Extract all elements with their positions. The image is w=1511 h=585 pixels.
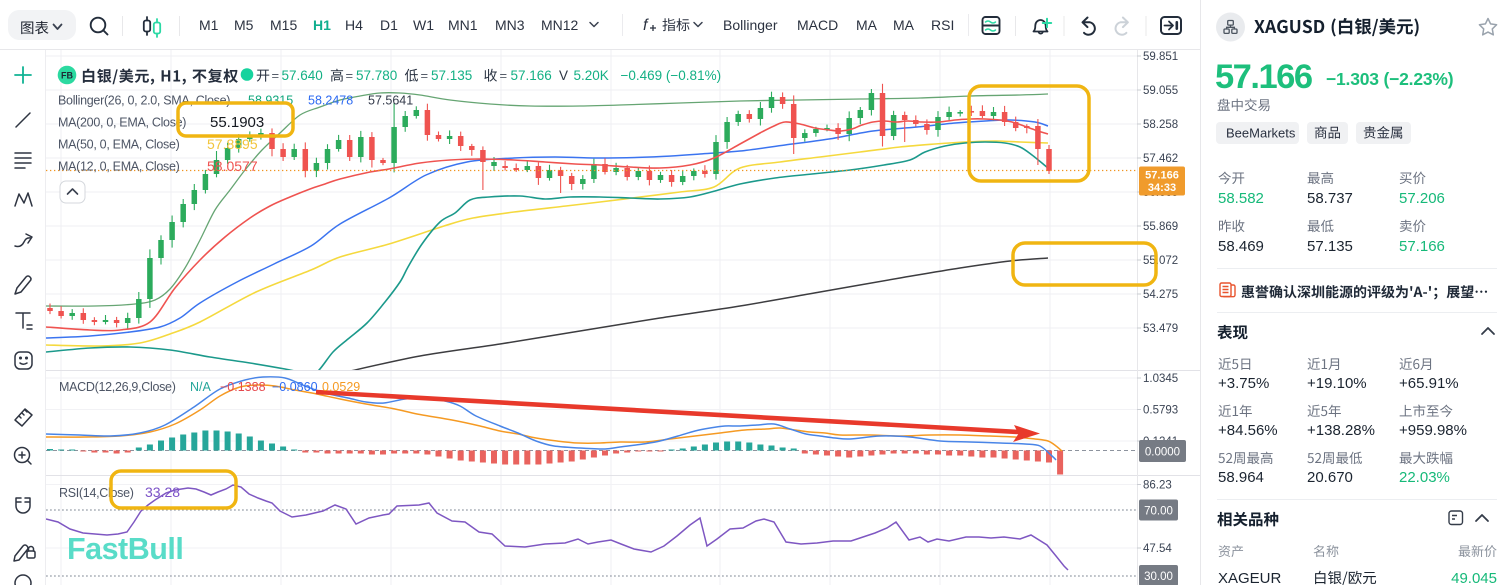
svg-text:XAGEUR: XAGEUR <box>1218 570 1282 585</box>
svg-text:Bollinger: Bollinger <box>723 17 778 33</box>
svg-text:34:33: 34:33 <box>1148 182 1176 194</box>
svg-text:58.2478: 58.2478 <box>308 94 353 108</box>
svg-text:55.072: 55.072 <box>1143 255 1178 267</box>
svg-text:1.0345: 1.0345 <box>1143 373 1178 385</box>
svg-text:57.166: 57.166 <box>1399 238 1445 255</box>
svg-text:54.275: 54.275 <box>1143 289 1178 301</box>
svg-text:58.258: 58.258 <box>1143 119 1178 131</box>
svg-text:=: = <box>500 68 508 83</box>
svg-text:W1: W1 <box>413 17 434 33</box>
svg-text:M5: M5 <box>234 17 254 33</box>
svg-text:57.166: 57.166 <box>511 68 552 83</box>
svg-text:MACD(12,26,9,Close): MACD(12,26,9,Close) <box>59 380 176 394</box>
svg-text:FB: FB <box>61 71 73 81</box>
svg-text:+65.91%: +65.91% <box>1399 375 1459 392</box>
svg-text:−1.303 (−2.23%): −1.303 (−2.23%) <box>1326 69 1453 89</box>
svg-text:MA: MA <box>856 17 878 33</box>
svg-text:0.5793: 0.5793 <box>1143 405 1178 417</box>
svg-text:MN1: MN1 <box>448 17 478 33</box>
svg-text:70.00: 70.00 <box>1144 506 1173 518</box>
svg-text:V: V <box>559 68 568 83</box>
svg-text:57.166: 57.166 <box>1215 58 1312 96</box>
svg-text:58.0577: 58.0577 <box>207 158 258 174</box>
svg-text:+3.75%: +3.75% <box>1218 375 1269 392</box>
svg-text:N/A: N/A <box>190 380 212 394</box>
svg-text:58.737: 58.737 <box>1307 190 1353 207</box>
svg-text:57.5641: 57.5641 <box>368 94 413 108</box>
svg-text:86.23: 86.23 <box>1143 480 1172 492</box>
svg-text:57.206: 57.206 <box>1399 190 1445 207</box>
svg-text:=: = <box>272 68 280 83</box>
svg-text:+138.28%: +138.28% <box>1307 422 1375 439</box>
svg-text:30.00: 30.00 <box>1144 571 1173 583</box>
svg-text:58.9315: 58.9315 <box>248 94 293 108</box>
svg-text:57.462: 57.462 <box>1143 153 1178 165</box>
svg-text:MA: MA <box>893 17 915 33</box>
svg-text:−0.469 (−0.81%): −0.469 (−0.81%) <box>621 68 722 83</box>
svg-text:20.670: 20.670 <box>1307 469 1353 486</box>
svg-text:55.1903: 55.1903 <box>210 114 264 131</box>
svg-text:57.780: 57.780 <box>356 68 397 83</box>
svg-text:49.045: 49.045 <box>1451 570 1497 585</box>
svg-text:58.469: 58.469 <box>1218 238 1264 255</box>
svg-text:+84.56%: +84.56% <box>1218 422 1278 439</box>
svg-text:+19.10%: +19.10% <box>1307 375 1367 392</box>
svg-text:+959.98%: +959.98% <box>1399 422 1467 439</box>
svg-text:MACD: MACD <box>797 17 838 33</box>
svg-text:57.166: 57.166 <box>1145 170 1179 182</box>
svg-text:RSI(14,Close): RSI(14,Close) <box>59 486 134 500</box>
svg-text:MA(12, 0, EMA, Close): MA(12, 0, EMA, Close) <box>58 160 180 174</box>
svg-text:53.479: 53.479 <box>1143 323 1178 335</box>
svg-text:57.135: 57.135 <box>431 68 472 83</box>
svg-text:0.0000: 0.0000 <box>1145 447 1180 459</box>
svg-text:33.28: 33.28 <box>145 484 180 500</box>
svg-text:47.54: 47.54 <box>1143 543 1172 555</box>
svg-text:5.20K: 5.20K <box>574 68 609 83</box>
svg-text:Bollinger(26, 0, 2.0, SMA, Clo: Bollinger(26, 0, 2.0, SMA, Close) <box>58 94 230 108</box>
svg-text:MN3: MN3 <box>495 17 525 33</box>
svg-text:MA(200, 0, EMA, Close): MA(200, 0, EMA, Close) <box>58 116 186 130</box>
svg-text:57.640: 57.640 <box>282 68 323 83</box>
svg-text:H1: H1 <box>313 17 331 33</box>
svg-text:57.135: 57.135 <box>1307 238 1353 255</box>
svg-text:−0.0860: −0.0860 <box>272 380 318 394</box>
svg-text:59.851: 59.851 <box>1143 51 1178 63</box>
svg-text:=: = <box>421 68 429 83</box>
svg-text:D1: D1 <box>380 17 398 33</box>
svg-text:58.582: 58.582 <box>1218 190 1264 207</box>
svg-text:MN12: MN12 <box>541 17 579 33</box>
svg-text:f: f <box>643 17 649 34</box>
svg-text:BeeMarkets: BeeMarkets <box>1226 126 1296 141</box>
svg-text:H4: H4 <box>345 17 363 33</box>
svg-text:M1: M1 <box>199 17 219 33</box>
svg-text:=: = <box>346 68 354 83</box>
svg-text:0.0529: 0.0529 <box>322 380 360 394</box>
svg-text:55.869: 55.869 <box>1143 221 1178 233</box>
svg-text:57.8895: 57.8895 <box>207 136 258 152</box>
svg-text:FastBull: FastBull <box>67 532 183 566</box>
svg-text:59.055: 59.055 <box>1143 85 1178 97</box>
svg-text:58.964: 58.964 <box>1218 469 1264 486</box>
svg-text:22.03%: 22.03% <box>1399 469 1450 486</box>
svg-text:RSI: RSI <box>931 17 954 33</box>
svg-text:MA(50, 0, EMA, Close): MA(50, 0, EMA, Close) <box>58 138 180 152</box>
svg-text:−0.1388: −0.1388 <box>220 380 266 394</box>
svg-text:M15: M15 <box>270 17 297 33</box>
